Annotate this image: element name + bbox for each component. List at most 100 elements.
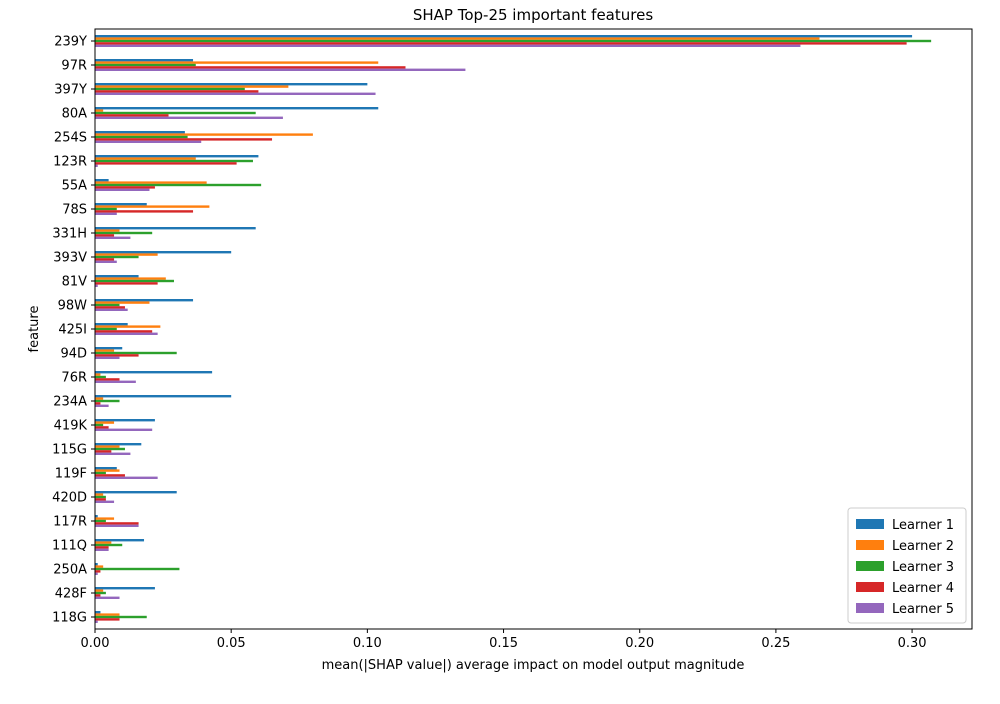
- bar-76r-learner-1: [95, 371, 213, 374]
- bar-393v-learner-4: [95, 258, 115, 261]
- bar-118g-learner-5: [95, 620, 98, 623]
- bar-419k-learner-1: [95, 419, 155, 422]
- x-tick-label: 0.00: [81, 636, 110, 651]
- bar-239y-learner-2: [95, 37, 820, 40]
- bar-250a-learner-1: [95, 563, 98, 566]
- bar-250a-learner-3: [95, 567, 180, 571]
- bar-118g-learner-2: [95, 613, 120, 616]
- bar-239y-learner-4: [95, 42, 907, 45]
- bar-239y-learner-5: [95, 44, 801, 47]
- bar-234a-learner-3: [95, 399, 120, 403]
- bar-81v-learner-3: [95, 279, 174, 283]
- bar-119f-learner-4: [95, 474, 125, 477]
- bar-94d-learner-1: [95, 347, 123, 350]
- bar-55a-learner-4: [95, 186, 155, 189]
- bar-254s-learner-3: [95, 135, 188, 139]
- bar-98w-learner-3: [95, 303, 120, 307]
- bar-234a-learner-2: [95, 397, 104, 400]
- bar-123r-learner-4: [95, 162, 237, 165]
- bar-119f-learner-3: [95, 471, 106, 475]
- bar-117r-learner-5: [95, 524, 139, 527]
- bar-250a-learner-2: [95, 565, 104, 568]
- bar-81v-learner-1: [95, 275, 139, 278]
- bar-78s-learner-3: [95, 207, 117, 211]
- bar-94d-learner-2: [95, 349, 115, 352]
- legend-swatch-learner-2: [856, 540, 884, 550]
- y-tick-label: 81V: [62, 275, 88, 290]
- bar-393v-learner-2: [95, 253, 158, 256]
- bar-428f-learner-4: [95, 594, 101, 597]
- bar-419k-learner-3: [95, 423, 104, 427]
- bar-115g-learner-2: [95, 445, 120, 448]
- bar-119f-learner-1: [95, 467, 117, 470]
- legend-label-learner-4: Learner 4: [892, 581, 954, 596]
- bar-55a-learner-2: [95, 181, 207, 184]
- y-tick-label: 76R: [61, 371, 87, 386]
- bar-393v-learner-1: [95, 251, 232, 254]
- bar-55a-learner-3: [95, 183, 262, 187]
- bar-55a-learner-5: [95, 188, 150, 191]
- y-tick-label: 254S: [54, 131, 87, 146]
- bar-419k-learner-2: [95, 421, 115, 424]
- y-tick-label: 425I: [58, 323, 87, 338]
- bar-250a-learner-5: [95, 572, 98, 575]
- x-tick-label: 0.30: [898, 636, 927, 651]
- bar-78s-learner-1: [95, 203, 147, 206]
- bar-331h-learner-1: [95, 227, 256, 230]
- bar-115g-learner-3: [95, 447, 125, 451]
- legend-box: [847, 507, 967, 624]
- bar-98w-learner-4: [95, 306, 125, 309]
- bar-76r-learner-2: [95, 373, 101, 376]
- y-tick-label: 111Q: [52, 539, 87, 554]
- y-tick-label: 115G: [52, 443, 87, 458]
- bar-111q-learner-4: [95, 546, 109, 549]
- bar-117r-learner-4: [95, 522, 139, 525]
- legend-swatch-learner-5: [856, 603, 884, 613]
- bar-234a-learner-4: [95, 402, 101, 405]
- y-tick-label: 239Y: [54, 35, 87, 50]
- bar-117r-learner-2: [95, 517, 115, 520]
- bar-80a-learner-1: [95, 107, 379, 110]
- bar-94d-learner-5: [95, 356, 120, 359]
- y-axis-label: feature: [27, 306, 42, 353]
- chart-title: SHAP Top-25 important features: [413, 6, 653, 24]
- y-tick-label: 119F: [55, 467, 87, 482]
- bar-76r-learner-5: [95, 380, 136, 383]
- y-tick-label: 118G: [52, 611, 87, 626]
- bar-118g-learner-1: [95, 611, 101, 614]
- bar-111q-learner-1: [95, 539, 145, 542]
- bar-118g-learner-3: [95, 615, 147, 619]
- bar-420d-learner-1: [95, 491, 177, 494]
- bar-117r-learner-1: [95, 515, 98, 518]
- y-tick-label: 250A: [53, 563, 87, 578]
- bar-80a-learner-3: [95, 111, 256, 115]
- bar-119f-learner-5: [95, 476, 158, 479]
- legend-swatch-learner-4: [856, 582, 884, 592]
- bar-393v-learner-3: [95, 255, 139, 259]
- legend-label-learner-2: Learner 2: [892, 539, 954, 554]
- bar-428f-learner-1: [95, 587, 155, 590]
- x-axis: 0.00 0.05 0.10 0.15 0.20 0.25 0.30: [81, 629, 927, 651]
- bar-420d-learner-2: [95, 493, 104, 496]
- bar-98w-learner-2: [95, 301, 150, 304]
- y-tick-label: 419K: [54, 419, 88, 434]
- bar-81v-learner-4: [95, 282, 158, 285]
- bar-115g-learner-4: [95, 450, 112, 453]
- bar-80a-learner-4: [95, 114, 169, 117]
- bar-115g-learner-5: [95, 452, 131, 455]
- legend-label-learner-1: Learner 1: [892, 518, 954, 533]
- bar-123r-learner-3: [95, 159, 253, 163]
- x-tick-label: 0.25: [761, 636, 790, 651]
- bar-239y-learner-1: [95, 35, 913, 38]
- bar-80a-learner-5: [95, 116, 283, 119]
- bar-118g-learner-4: [95, 618, 120, 621]
- bar-397y-learner-1: [95, 83, 368, 86]
- bar-123r-learner-1: [95, 155, 259, 158]
- bar-111q-learner-5: [95, 548, 109, 551]
- y-tick-label: 97R: [61, 59, 87, 74]
- y-axis: 239Y 97R 397Y 80A 254S 123R 55A 78S 331H 393V 81V 9…: [52, 35, 95, 626]
- y-tick-label: 55A: [62, 179, 88, 194]
- bar-117r-learner-3: [95, 519, 106, 523]
- bar-419k-learner-5: [95, 428, 153, 431]
